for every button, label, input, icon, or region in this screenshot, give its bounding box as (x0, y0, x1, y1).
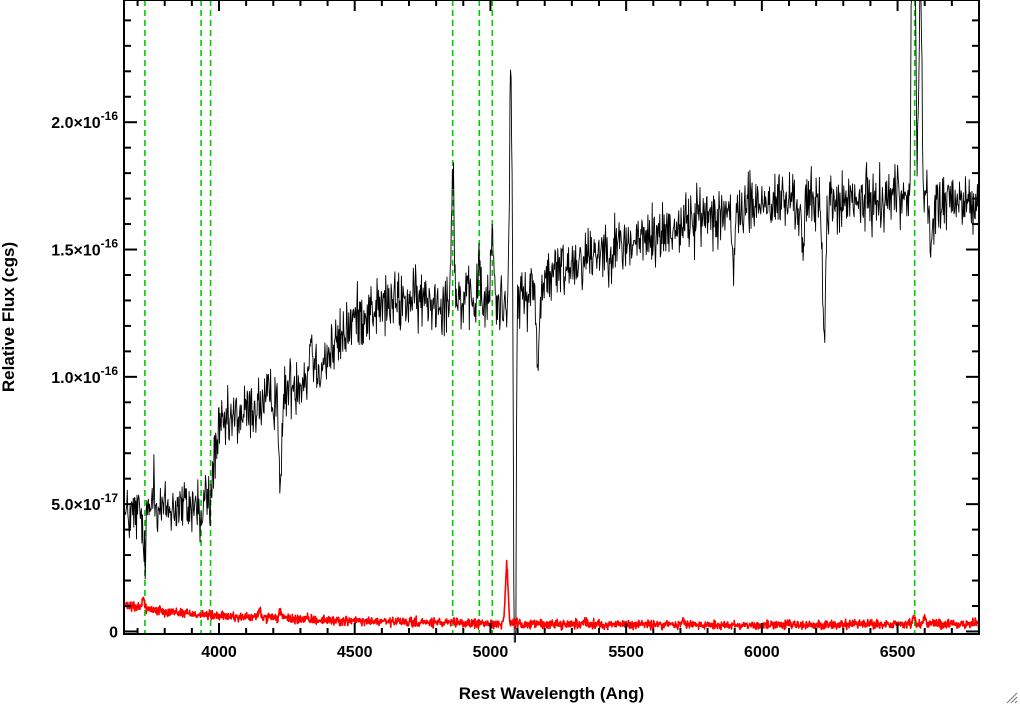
x-tick-label: 4500 (337, 644, 373, 661)
x-tick-label: 6500 (880, 644, 916, 661)
x-tick-label: 5500 (608, 644, 644, 661)
x-tick-label: 5000 (473, 644, 509, 661)
y-tick-label: 1.0×10-16 (51, 364, 118, 387)
x-axis-title: Rest Wavelength (Ang) (459, 684, 644, 703)
y-tick-label: 0 (109, 624, 118, 641)
y-tick-label: 2.0×10-16 (51, 109, 118, 132)
y-axis-title: Relative Flux (cgs) (0, 242, 18, 392)
y-tick-label: 1.5×10-16 (51, 237, 118, 260)
y-tick-label: 5.0×10-17 (51, 491, 118, 514)
series-layer (123, 0, 980, 643)
resize-grip-icon[interactable] (1004, 690, 1018, 704)
error-spectrum-line (123, 559, 980, 631)
plot-frame (123, 0, 980, 635)
flux-spectrum-line (123, 0, 980, 643)
axis-ticks: 4000 4500 5000 5500 6000 6500 0 5.0×10-17 1.0×10… (51, 0, 980, 661)
emission-line-markers (144, 0, 916, 634)
x-tick-label: 6000 (744, 644, 780, 661)
x-tick-label: 4000 (201, 644, 237, 661)
